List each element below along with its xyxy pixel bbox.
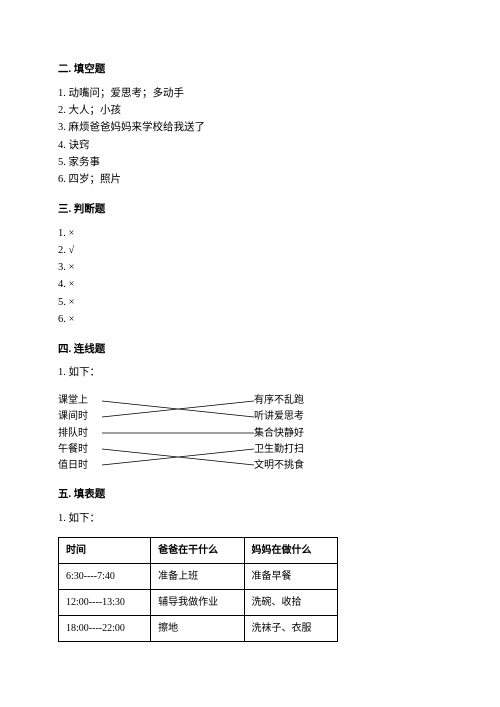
section-4-intro: 1. 如下： [58,365,442,381]
section-2-title: 二. 填空题 [58,62,442,78]
table-row: 时间 爸爸在干什么 妈妈在做什么 [59,537,338,563]
table-row: 18:00----22:00 擦地 洗袜子、衣服 [59,615,338,641]
table-header: 时间 [59,537,151,563]
section-3-title: 三. 判断题 [58,202,442,218]
match-left-item: 排队时 [58,426,102,441]
match-right-item: 卫生勤打扫 [254,442,318,457]
page: 二. 填空题 1. 动嘴问；爱思考；多动手 2. 大人；小孩 3. 麻烦爸爸妈妈… [0,0,500,682]
list-item: 6. × [58,312,442,328]
table-cell: 洗碗、收拾 [244,589,337,615]
table-header: 爸爸在干什么 [151,537,244,563]
table-cell: 准备早餐 [244,563,337,589]
matching-lines [102,393,254,473]
list-item: 2. √ [58,243,442,259]
match-left-item: 午餐时 [58,442,102,457]
match-right-item: 有序不乱跑 [254,393,318,408]
table-row: 12:00----13:30 辅导我做作业 洗碗、收拾 [59,589,338,615]
section-2-list: 1. 动嘴问；爱思考；多动手 2. 大人；小孩 3. 麻烦爸爸妈妈来学校给我送了… [58,86,442,188]
section-5-title: 五. 填表题 [58,487,442,503]
section-4-title: 四. 连线题 [58,342,442,358]
list-item: 6. 四岁；照片 [58,172,442,188]
matching-left-column: 课堂上 课间时 排队时 午餐时 值日时 [58,393,102,473]
match-left-item: 课堂上 [58,393,102,408]
table-cell: 擦地 [151,615,244,641]
table-header: 妈妈在做什么 [244,537,337,563]
list-item: 1. × [58,226,442,242]
match-left-item: 课间时 [58,409,102,424]
list-item: 3. 麻烦爸爸妈妈来学校给我送了 [58,120,442,136]
fill-table: 时间 爸爸在干什么 妈妈在做什么 6:30----7:40 准备上班 准备早餐 … [58,537,338,642]
match-left-item: 值日时 [58,458,102,473]
match-right-item: 集合快静好 [254,426,318,441]
matching-right-column: 有序不乱跑 听讲爱思考 集合快静好 卫生勤打扫 文明不挑食 [254,393,318,473]
section-5-intro: 1. 如下： [58,511,442,527]
match-right-item: 文明不挑食 [254,458,318,473]
table-cell: 6:30----7:40 [59,563,151,589]
list-item: 1. 动嘴问；爱思考；多动手 [58,86,442,102]
list-item: 4. × [58,277,442,293]
list-item: 2. 大人；小孩 [58,103,442,119]
list-item: 5. 家务事 [58,155,442,171]
table-cell: 准备上班 [151,563,244,589]
table-row: 6:30----7:40 准备上班 准备早餐 [59,563,338,589]
table-cell: 12:00----13:30 [59,589,151,615]
list-item: 5. × [58,295,442,311]
table-cell: 洗袜子、衣服 [244,615,337,641]
table-cell: 18:00----22:00 [59,615,151,641]
match-right-item: 听讲爱思考 [254,409,318,424]
section-3-list: 1. × 2. √ 3. × 4. × 5. × 6. × [58,226,442,328]
list-item: 4. 诀窍 [58,138,442,154]
table-cell: 辅导我做作业 [151,589,244,615]
list-item: 3. × [58,260,442,276]
matching-diagram: 课堂上 课间时 排队时 午餐时 值日时 有序不乱跑 听讲爱思考 集合快静好 卫生… [58,393,318,473]
